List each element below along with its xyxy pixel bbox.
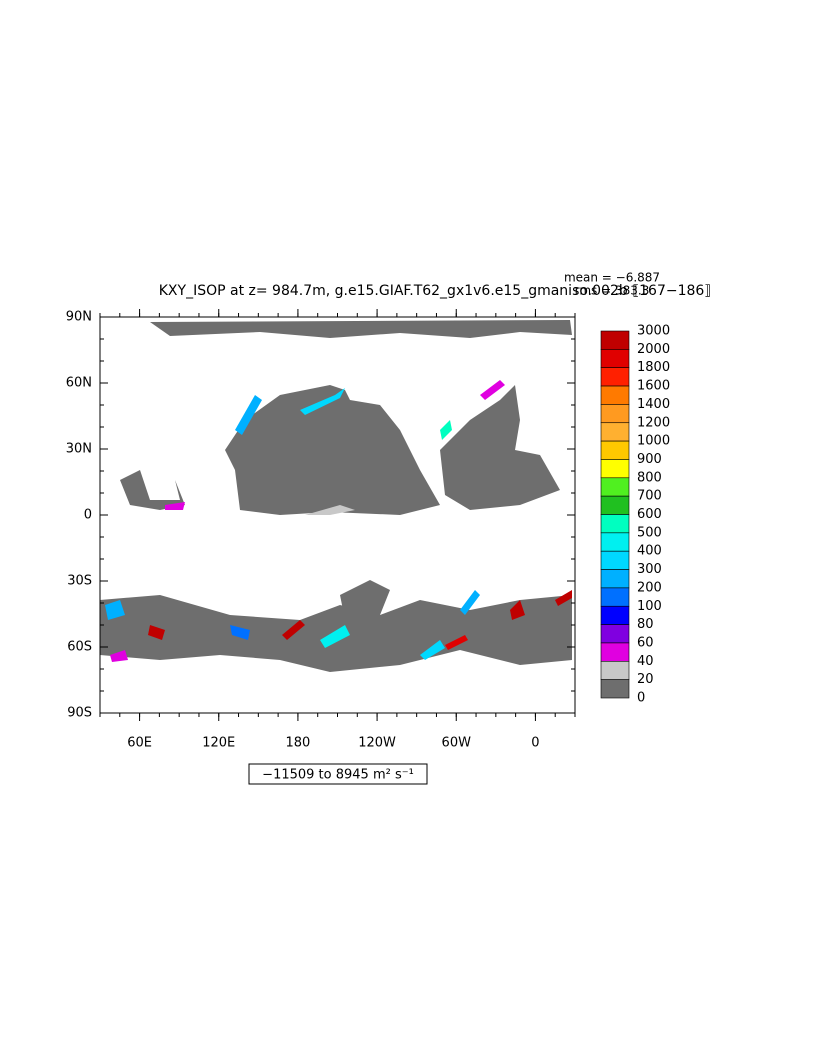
lon-label: 60W [442,736,472,751]
colorbar-swatch [600,605,630,625]
colorbar-label: 20 [637,672,654,687]
streak [445,635,468,650]
colorbar-label: 1200 [637,415,670,430]
colorbar-swatch [600,569,630,589]
colorbar-label: 1600 [637,379,670,394]
range-label: −11509 to 8945 m² s⁻¹ [262,768,414,783]
lon-label: 120W [358,736,396,751]
streak [510,600,525,620]
colorbar-swatch [600,477,630,497]
lat-label: 30S [67,574,92,589]
colorbar-swatch [600,514,630,534]
colorbar-label: 300 [637,562,662,577]
range-box [248,763,428,785]
colorbar-label: 600 [637,507,662,522]
colorbar-label: 900 [637,452,662,467]
map-highlights [105,380,572,662]
rms-stat: rms = 383.3 [575,284,650,298]
map-fields [100,320,572,672]
title: KXY_ISOP at z= 984.7m, g.e15.GIAF.T62_gx… [159,283,711,299]
colorbar-swatch [600,422,630,442]
colorbar-label: 1000 [637,434,670,449]
colorbar-swatch [600,532,630,552]
colorbar-label: 3000 [637,324,670,339]
colorbar-label: 60 [637,635,654,650]
lon-label: 120E [202,736,235,751]
colorbar-swatch [600,440,630,460]
indian-north-region [120,470,185,510]
light-patch [305,505,355,515]
lat-label: 60N [66,376,92,391]
streak [230,625,250,640]
lon-label: 60E [127,736,152,751]
colorbar-label: 40 [637,654,654,669]
streak [110,650,128,662]
streak [148,625,165,640]
colorbar-swatch [600,495,630,515]
colorbar-label: 80 [637,617,654,632]
colorbar-swatch [600,642,630,662]
colorbar-swatch [600,349,630,369]
map-ticks [99,309,576,721]
colorbar-swatch [600,660,630,680]
north-pacific-region [225,385,440,515]
colorbar-swatch [600,385,630,405]
colorbar-label: 1400 [637,397,670,412]
south-pacific-region [340,580,390,620]
streak [555,590,572,606]
colorbar-swatch [600,404,630,424]
mean-stat: mean = −6.887 [564,271,660,285]
colorbar-swatch [600,587,630,607]
colorbar-swatch [600,624,630,644]
colorbar: 3000200018001600140012001000900800700600… [600,324,670,706]
streak [105,600,125,620]
streak [165,502,185,510]
lat-label: 30N [66,442,92,457]
lat-label: 0 [84,508,92,523]
north-atlantic-region [440,385,560,510]
colorbar-label: 2000 [637,342,670,357]
streak [320,625,350,648]
lon-label: 180 [286,736,311,751]
colorbar-label: 1800 [637,360,670,375]
colorbar-swatch [600,367,630,387]
colorbar-label: 100 [637,599,662,614]
streak [440,420,452,440]
colorbar-swatch [600,550,630,570]
streak [480,380,505,400]
colorbar-label: 800 [637,470,662,485]
colorbar-label: 400 [637,544,662,559]
lat-label: 90N [66,310,92,325]
streak [460,590,480,615]
streak [420,640,445,660]
streak [235,395,262,435]
streak [282,620,305,640]
colorbar-label: 500 [637,525,662,540]
colorbar-swatch [600,459,630,479]
lat-label: 90S [67,706,92,721]
colorbar-swatch [600,679,630,699]
colorbar-label: 700 [637,489,662,504]
colorbar-label: 200 [637,580,662,595]
colorbar-label: 0 [637,691,645,706]
streak [300,388,345,415]
lat-label: 60S [67,640,92,655]
axis-labels: 90N 60N 30N 0 30S 60S 90S 60E 120E 180 120W 60W 0 [66,310,540,751]
lon-label: 0 [531,736,539,751]
arctic-region [150,320,572,338]
colorbar-swatch [600,330,630,350]
